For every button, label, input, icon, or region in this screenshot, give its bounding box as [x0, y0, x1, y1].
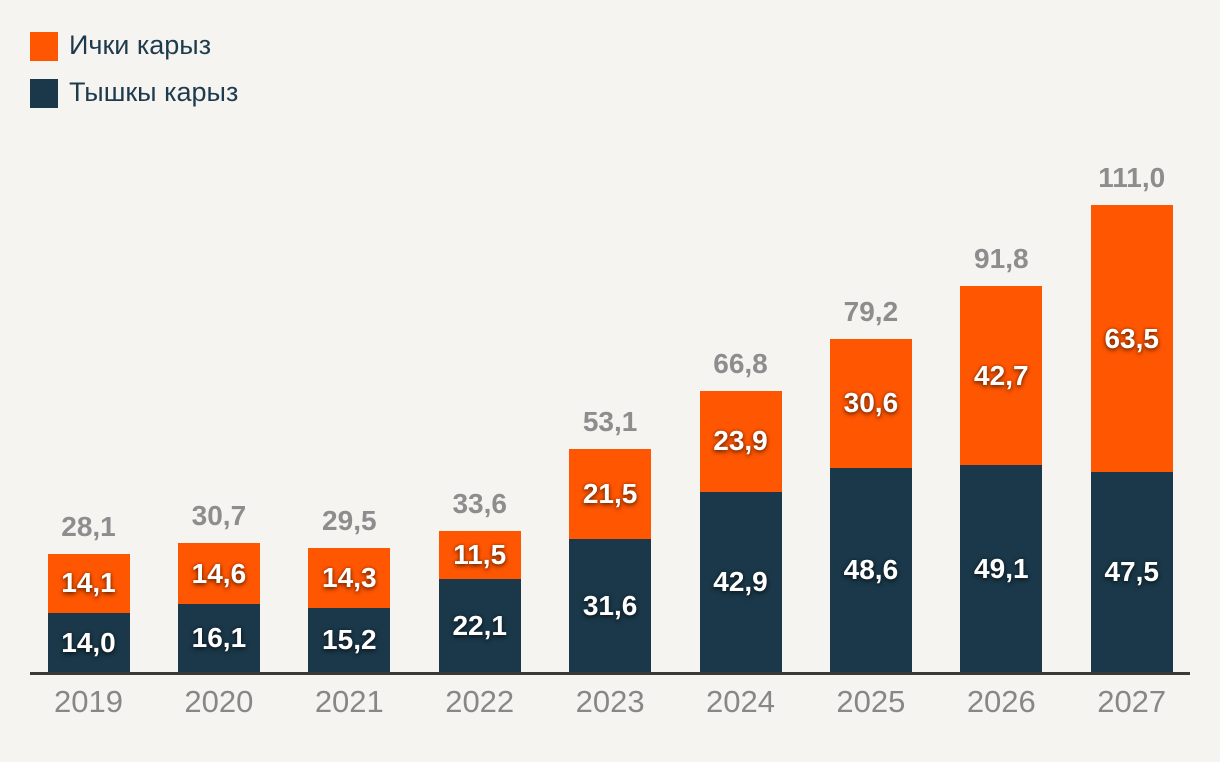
- bar-segment-tyshky-2020: [177, 604, 260, 672]
- category-label-2024: 2024: [706, 684, 775, 719]
- value-label-tyshky-2027: 47,5: [1104, 556, 1159, 588]
- value-label-ichki-2021: 14,3: [322, 561, 377, 593]
- bar-segment-ichki-2026: [960, 285, 1043, 466]
- value-label-tyshky-2019: 14,0: [61, 626, 116, 658]
- value-label-ichki-2020: 14,6: [191, 557, 247, 589]
- value-label-ichki-2026: 42,7: [974, 359, 1029, 391]
- bar-segment-ichki-2020: [177, 542, 260, 605]
- category-label-2026: 2026: [966, 684, 1036, 719]
- category-label-2019: 2019: [54, 684, 123, 719]
- bar-segment-tyshky-2022: [438, 579, 521, 672]
- x-axis-line: [30, 672, 1190, 675]
- total-label-2019: 28,1: [61, 510, 116, 542]
- total-label-2021: 29,5: [322, 504, 377, 536]
- category-label-2020: 2020: [184, 684, 254, 719]
- total-label-2024: 66,8: [713, 347, 768, 379]
- value-label-tyshky-2020: 16,1: [191, 622, 247, 654]
- value-label-ichki-2025: 30,6: [843, 387, 899, 419]
- category-label-2022: 2022: [445, 684, 515, 719]
- total-label-2025: 79,2: [843, 295, 899, 327]
- value-label-ichki-2024: 23,9: [713, 425, 768, 457]
- bar-segment-ichki-2025: [829, 338, 912, 468]
- total-label-2026: 91,8: [974, 242, 1029, 274]
- chart-legend: Ички карыз Тышкы карыз: [30, 32, 238, 108]
- total-label-2020: 30,7: [191, 499, 247, 531]
- total-label-2023: 53,1: [582, 405, 638, 437]
- value-label-tyshky-2026: 49,1: [974, 552, 1029, 584]
- bar-segment-tyshky-2021: [308, 608, 391, 672]
- category-label-2021: 2021: [314, 684, 384, 719]
- bar-segment-ichki-2023: [569, 448, 652, 540]
- category-label-2027: 2027: [1097, 684, 1167, 719]
- bar-segment-tyshky-2019: [47, 613, 130, 672]
- bar-segment-ichki-2021: [308, 547, 391, 609]
- bar-segment-tyshky-2026: [960, 465, 1043, 672]
- bar-segment-ichki-2019: [47, 553, 130, 614]
- value-label-ichki-2027: 63,5: [1104, 322, 1159, 354]
- legend-swatch-orange-icon: [30, 32, 58, 61]
- bar-segment-ichki-2022: [438, 530, 521, 580]
- category-label-2023: 2023: [575, 684, 645, 719]
- total-label-2027: 111,0: [1098, 162, 1166, 194]
- bar-segment-ichki-2027: [1090, 205, 1173, 473]
- bar-segment-tyshky-2027: [1090, 472, 1173, 672]
- legend-item-label: Тышкы карыз: [69, 77, 239, 107]
- value-label-tyshky-2021: 15,2: [322, 624, 377, 656]
- legend-swatch-navy-icon: [30, 79, 58, 108]
- legend-item-ichki-karyz: Ички карыз: [30, 32, 238, 61]
- bar-segment-tyshky-2023: [569, 539, 652, 672]
- value-label-tyshky-2024: 42,9: [713, 565, 768, 597]
- category-label-2025: 2025: [836, 684, 906, 719]
- bar-segment-ichki-2024: [699, 390, 782, 492]
- value-label-tyshky-2022: 22,1: [452, 609, 507, 641]
- value-label-ichki-2019: 14,1: [61, 567, 116, 599]
- value-label-ichki-2023: 21,5: [582, 477, 638, 509]
- bar-segment-tyshky-2024: [699, 491, 782, 672]
- total-label-2022: 33,6: [452, 487, 507, 519]
- legend-item-tyshky-karyz: Тышкы карыз: [30, 79, 238, 108]
- value-label-ichki-2022: 11,5: [453, 538, 507, 570]
- value-label-tyshky-2023: 31,6: [582, 589, 638, 621]
- value-label-tyshky-2025: 48,6: [843, 553, 899, 585]
- legend-item-label: Ички карыз: [69, 30, 212, 60]
- bar-segment-tyshky-2025: [829, 467, 912, 672]
